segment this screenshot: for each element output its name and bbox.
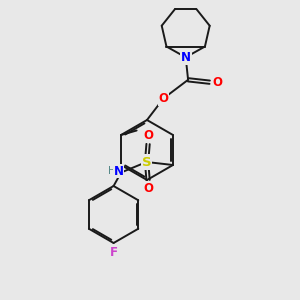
Text: H: H xyxy=(108,166,116,176)
Text: N: N xyxy=(114,165,124,178)
Text: O: O xyxy=(143,182,153,195)
Text: S: S xyxy=(142,155,152,169)
Text: O: O xyxy=(212,76,222,89)
Text: F: F xyxy=(110,245,118,259)
Text: O: O xyxy=(158,92,169,105)
Text: N: N xyxy=(181,51,191,64)
Text: O: O xyxy=(143,129,153,142)
